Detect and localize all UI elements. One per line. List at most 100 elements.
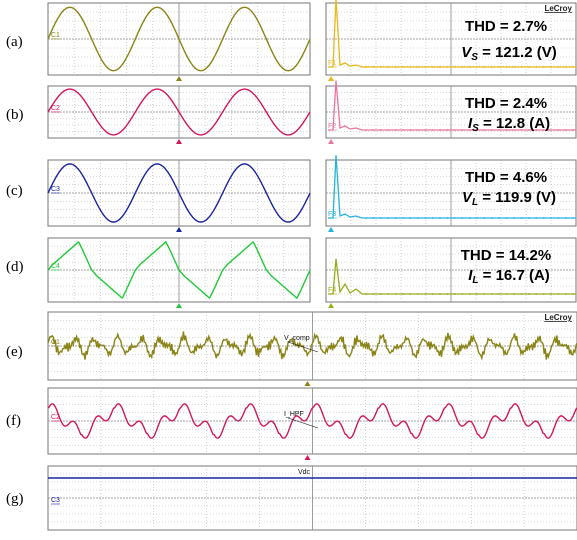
row-g-channel-label: C3 <box>51 497 60 504</box>
row-f-trace-label: I_HPF <box>284 411 304 418</box>
row-d-meas-subscript: L <box>472 275 478 286</box>
row-c-fft-harmonic-dot <box>365 217 367 219</box>
row-d-fft-harmonic-dot <box>424 293 427 295</box>
row-c-fft-harmonic-dot <box>513 217 515 219</box>
row-c-fft-label: F3 <box>328 211 336 218</box>
row-e-trace <box>47 331 577 361</box>
row-d-fft-harmonic-dot <box>468 293 471 295</box>
row-a-meas-value: = 121.2 (V) <box>478 44 557 61</box>
row-d-fft-harmonic-dot <box>431 293 434 295</box>
row-b-fft-harmonic-dot <box>431 129 434 131</box>
row-a-fft-harmonic-dot <box>513 66 515 68</box>
row-b-fft-label: F2 <box>328 123 336 130</box>
row-b-fft-grid <box>325 85 577 139</box>
row-label-f: (f) <box>6 413 21 429</box>
brand-bottom: LeCroy <box>544 313 572 322</box>
row-f-trace-label-pointer <box>287 417 319 429</box>
row-a-fft-harmonic-dot <box>394 66 397 68</box>
row-d-fft-harmonic-dot <box>505 293 508 295</box>
row-a-channel-label: C1 <box>51 32 60 39</box>
row-c-fft-harmonic-dot <box>564 217 567 219</box>
row-c-fft-harmonic-dot <box>439 217 441 219</box>
row-b-fft-spectrum <box>328 80 576 131</box>
row-a-fft-harmonic-dot <box>476 66 478 68</box>
row-d-fft-marker <box>328 303 334 308</box>
row-a-fft-harmonic-dot <box>535 66 538 68</box>
row-b-meas-subscript: S <box>472 123 479 134</box>
row-c-fft-harmonic-dot <box>557 217 560 219</box>
row-a-thd-text: THD = 2.7% <box>465 18 547 35</box>
row-c-fft-grid <box>325 159 577 227</box>
row-f-waveform-grid <box>47 387 577 455</box>
row-a-fft-label: F1 <box>328 60 336 67</box>
row-a-fft-harmonic-dot <box>542 66 545 68</box>
row-a-fft-harmonic-dot <box>446 66 449 68</box>
row-d-fft-harmonic-dot <box>564 293 567 295</box>
row-e-trace-label-pointer <box>287 341 319 353</box>
row-b-fft-harmonic-dot <box>513 129 515 131</box>
row-label-a: (a) <box>6 34 23 50</box>
row-c-fft-harmonic-dot <box>387 217 390 219</box>
row-a-fft-harmonic-dot <box>557 66 560 68</box>
row-b-fft-harmonic-dot <box>520 129 523 131</box>
row-a-fft-harmonic-dot <box>416 66 419 68</box>
row-c-fft-harmonic-dot <box>424 217 427 219</box>
row-c-fft-harmonic-dot <box>476 217 478 219</box>
row-d-fft-harmonic-dot <box>520 293 523 295</box>
row-a-trigger-marker <box>176 76 182 81</box>
row-d-fft-harmonic-dot <box>416 293 419 295</box>
row-b-fft-harmonic-dot <box>439 129 441 131</box>
row-c-fft-marker <box>328 227 334 232</box>
row-c-fft-harmonic-dot <box>416 217 419 219</box>
row-d-fft-harmonic-dot <box>372 293 375 295</box>
row-b-fft-harmonic-dot <box>490 129 493 131</box>
row-d-fft-grid <box>325 237 577 303</box>
row-a-measurement-text: VS = 121.2 (V) <box>461 44 556 63</box>
row-a-meas-subscript: S <box>471 52 478 63</box>
row-c-fft-harmonic-dot <box>453 217 456 219</box>
row-label-c: (c) <box>6 183 23 199</box>
row-b-fft-harmonic-dot <box>535 129 538 131</box>
row-d-fft-harmonic-dot <box>527 293 530 295</box>
row-c-fft-harmonic-dot <box>527 217 530 219</box>
row-label-b: (b) <box>6 107 24 123</box>
row-c-trigger-marker <box>176 227 182 232</box>
row-e-trace-label: V_comp <box>284 335 310 342</box>
row-label-g: (g) <box>6 491 24 507</box>
row-label-d: (d) <box>6 259 24 275</box>
row-b-fft-harmonic-dot <box>572 129 575 131</box>
row-c-fft-harmonic-dot <box>498 217 501 219</box>
row-b-fft-harmonic-dot <box>409 129 412 131</box>
row-c-meas-subscript: L <box>472 197 478 208</box>
row-b-fft-harmonic-dot <box>468 129 471 131</box>
row-d-fft-harmonic-dot <box>409 293 412 295</box>
row-c-measurement-text: VL = 119.9 (V) <box>462 189 556 208</box>
row-a-fft-harmonic-dot <box>550 66 552 68</box>
row-d-fft-harmonic-dot <box>379 293 382 295</box>
row-b-fft-harmonic-dot <box>527 129 530 131</box>
row-b-fft-harmonic-dot <box>557 129 560 131</box>
row-c-thd-text: THD = 4.6% <box>465 169 547 186</box>
row-d-fft-harmonic-dot <box>483 293 486 295</box>
row-a-fft-harmonic-dot <box>483 66 486 68</box>
row-g-trace-label: Vdc <box>298 469 311 476</box>
row-d-fft-harmonic-dot <box>550 293 552 295</box>
row-c-fft-harmonic-dot <box>490 217 493 219</box>
row-b-meas-symbol: I <box>468 115 473 132</box>
row-d-fft-harmonic-dot <box>557 293 560 295</box>
row-a-meas-symbol: V <box>461 44 473 61</box>
row-d-fft-harmonic-dot <box>446 293 449 295</box>
row-a-fft-harmonic-dot <box>431 66 434 68</box>
row-a-fft-harmonic-dot <box>387 66 390 68</box>
row-d-channel-label: C4 <box>51 263 60 270</box>
row-c-fft-harmonic-dot <box>550 217 552 219</box>
row-c-fft-harmonic-dot <box>535 217 538 219</box>
row-b-fft-harmonic-dot <box>416 129 419 131</box>
row-d-fft-harmonic-dot <box>402 293 404 295</box>
row-a-fft-harmonic-dot <box>498 66 501 68</box>
row-e-trigger-marker <box>304 381 311 386</box>
row-b-fft-harmonic-dot <box>564 129 567 131</box>
row-a-fft-harmonic-dot <box>372 66 375 68</box>
row-b-fft-harmonic-dot <box>365 129 367 131</box>
